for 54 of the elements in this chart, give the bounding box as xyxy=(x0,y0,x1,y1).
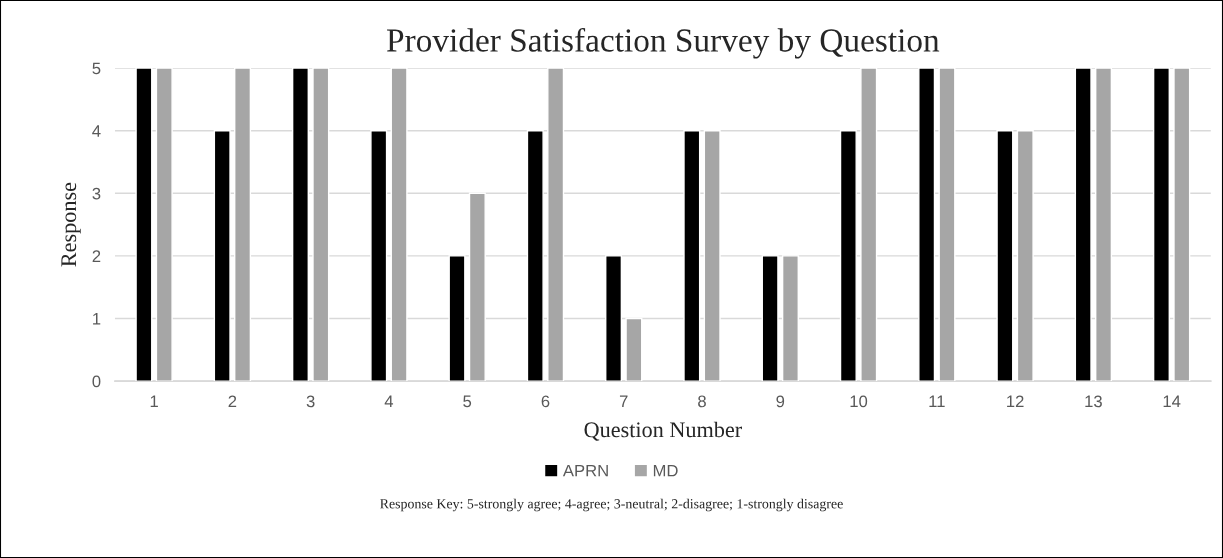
bar xyxy=(625,317,643,382)
bar xyxy=(1173,68,1191,382)
bar xyxy=(996,129,1014,382)
bar xyxy=(1095,68,1113,382)
chart-title: Provider Satisfaction Survey by Question xyxy=(387,27,940,59)
bar xyxy=(703,129,721,382)
x-tick-label: 14 xyxy=(1163,395,1181,408)
y-axis-title: Response xyxy=(61,182,81,267)
bar xyxy=(860,68,878,382)
bar xyxy=(761,255,779,382)
x-tick-label: 12 xyxy=(1007,395,1024,408)
bar xyxy=(135,68,153,382)
x-axis-title: Question Number xyxy=(584,421,742,441)
bar xyxy=(938,68,956,382)
x-tick-label: 2 xyxy=(228,395,237,408)
y-tick-label: 5 xyxy=(92,62,101,75)
x-tick-label: 4 xyxy=(384,395,394,408)
x-tick-label: 10 xyxy=(850,395,868,408)
y-tick-label: 1 xyxy=(93,313,101,325)
bar xyxy=(370,129,388,382)
bar xyxy=(605,255,623,382)
bar xyxy=(526,129,544,382)
bar xyxy=(839,129,857,382)
y-tick-label: 3 xyxy=(92,187,101,200)
y-tick-label: 0 xyxy=(92,375,101,388)
text: Response Key: 5-strongly agree; 4-agree; 3-neutral; 2-disagree; 1-strongly disagree xyxy=(380,498,843,512)
x-tick-label: 11 xyxy=(929,395,945,408)
bar xyxy=(547,68,565,382)
bar xyxy=(918,68,936,382)
x-tick-label: 8 xyxy=(698,395,706,408)
bar xyxy=(683,129,701,382)
x-tick-label: 7 xyxy=(619,395,628,408)
bar xyxy=(390,68,408,382)
bar xyxy=(448,255,466,382)
y-tick-label: 4 xyxy=(92,125,101,137)
bar xyxy=(312,68,330,382)
bar xyxy=(213,129,231,382)
legend-label: MD xyxy=(653,464,678,477)
bar xyxy=(1074,68,1092,382)
legend-label: APRN xyxy=(562,464,608,477)
bar xyxy=(1016,129,1034,382)
bar xyxy=(291,68,309,382)
bar xyxy=(234,68,252,382)
x-tick-label: 9 xyxy=(776,395,785,408)
bar xyxy=(155,68,173,382)
bar xyxy=(781,255,799,382)
x-tick-label: 13 xyxy=(1085,395,1102,408)
bar xyxy=(468,192,486,382)
x-tick-label: 5 xyxy=(463,395,472,408)
bar xyxy=(1152,68,1170,382)
x-tick-label: 6 xyxy=(541,395,550,408)
x-tick-label: 1 xyxy=(150,395,158,408)
x-tick-label: 3 xyxy=(306,395,315,408)
y-tick-label: 2 xyxy=(92,250,101,262)
